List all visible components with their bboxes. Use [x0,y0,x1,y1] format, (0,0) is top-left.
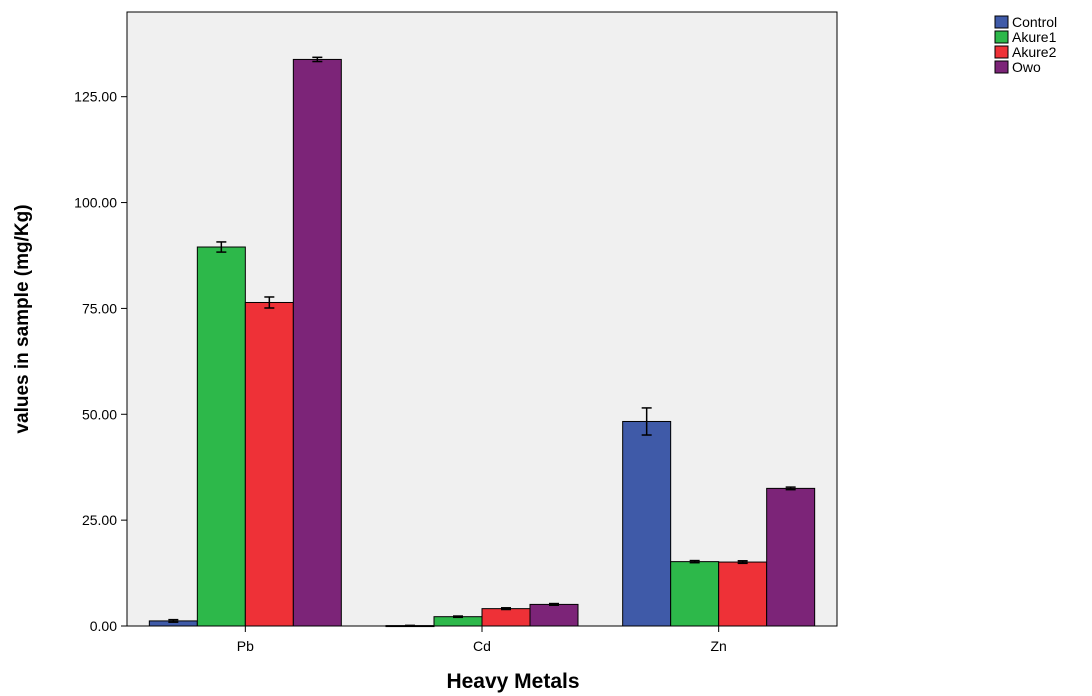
legend-swatch [994,45,1009,59]
legend-swatch [994,30,1009,44]
error-bars-group [168,56,796,627]
bar-akure2-pb [244,301,294,627]
bar-akure2-cd [481,608,531,627]
y-tick-label: 75.00 [82,300,117,316]
y-tick-label: 100.00 [74,195,117,211]
y-tick-label: 25.00 [82,512,117,528]
x-tick-label: Zn [710,638,726,654]
legend-label: Akure1 [1012,29,1057,45]
y-tick-label: 0.00 [90,618,117,634]
x-axis-title: Heavy Metals [446,670,579,693]
bar-owo-zn [766,487,816,627]
bar-owo-pb [292,58,342,627]
y-tick-label: 125.00 [74,89,117,105]
bar-akure1-zn [670,561,720,627]
x-axis: Pb Cd Zn [237,626,727,654]
bar-owo-cd [529,603,579,627]
legend-label: Owo [1012,59,1041,75]
bar-akure1-pb [196,246,246,627]
y-tick-label: 50.00 [82,406,117,422]
bar-akure1-cd [433,616,483,627]
legend-swatch [994,15,1009,29]
legend-swatch [994,60,1009,74]
y-axis-title: values in sample (mg/Kg) [12,204,33,433]
x-tick-label: Pb [237,638,254,654]
legend-label: Control [1012,14,1057,30]
y-axis: 0.00 25.00 50.00 75.00 100.00 125.00 [74,89,127,634]
bars-group [148,58,816,628]
x-tick-label: Cd [473,638,491,654]
legend-label: Akure2 [1012,44,1057,60]
bar-akure2-zn [718,561,768,627]
bar-control-zn [622,420,672,627]
